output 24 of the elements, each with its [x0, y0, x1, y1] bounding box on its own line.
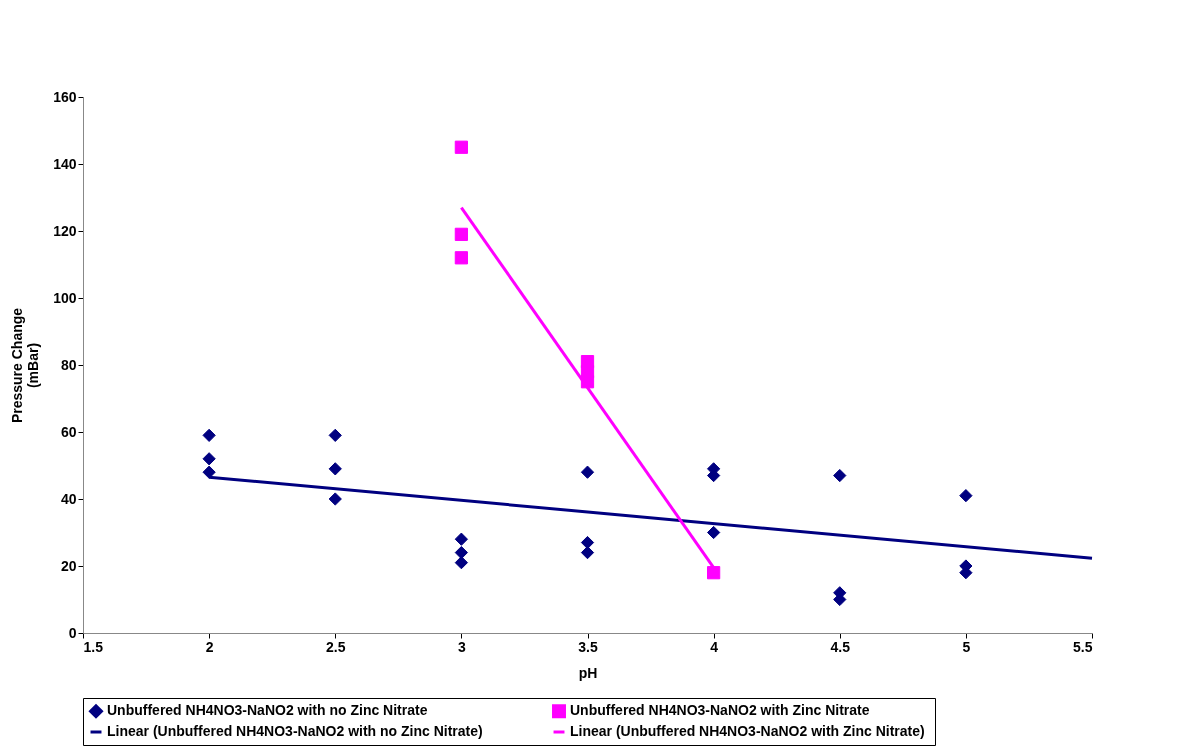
- y-tick-label: 0: [68, 624, 77, 641]
- x-tick-label: 2.5: [326, 638, 346, 655]
- x-axis-title: pH: [578, 664, 598, 681]
- y-tick-label: 40: [60, 490, 77, 507]
- x-tick-label: 5.5: [1073, 638, 1093, 655]
- legend-label: Unbuffered NH4NO3-NaNO2 with Zinc Nitrate: [570, 702, 870, 719]
- x-tick-label: 2: [205, 638, 214, 655]
- y-tick-label: 20: [60, 557, 77, 574]
- x-tick-label: 4: [710, 638, 719, 655]
- y-tick-label: 140: [53, 155, 77, 172]
- legend-label: Linear (Unbuffered NH4NO3-NaNO2 with Zinc Nitrate): [570, 723, 925, 739]
- legend-label: Unbuffered NH4NO3-NaNO2 with no Zinc Nitrate: [107, 702, 428, 719]
- y-axis-title: Pressure Change (mBar): [9, 307, 42, 424]
- x-tick-label: 3: [457, 638, 466, 655]
- y-tick-label: 160: [53, 88, 77, 105]
- x-tick-label: 4.5: [830, 638, 851, 655]
- x-tick-label: 5: [962, 638, 971, 655]
- legend-label: Linear (Unbuffered NH4NO3-NaNO2 with no Zinc Nitrate): [107, 723, 483, 739]
- x-tick-label: 3.5: [578, 638, 598, 655]
- x-tick-label: 1.5: [83, 638, 104, 655]
- y-tick-label: 80: [60, 356, 77, 373]
- y-tick-label: 100: [53, 289, 77, 306]
- y-tick-label: 60: [60, 423, 77, 440]
- y-tick-label: 120: [53, 222, 77, 239]
